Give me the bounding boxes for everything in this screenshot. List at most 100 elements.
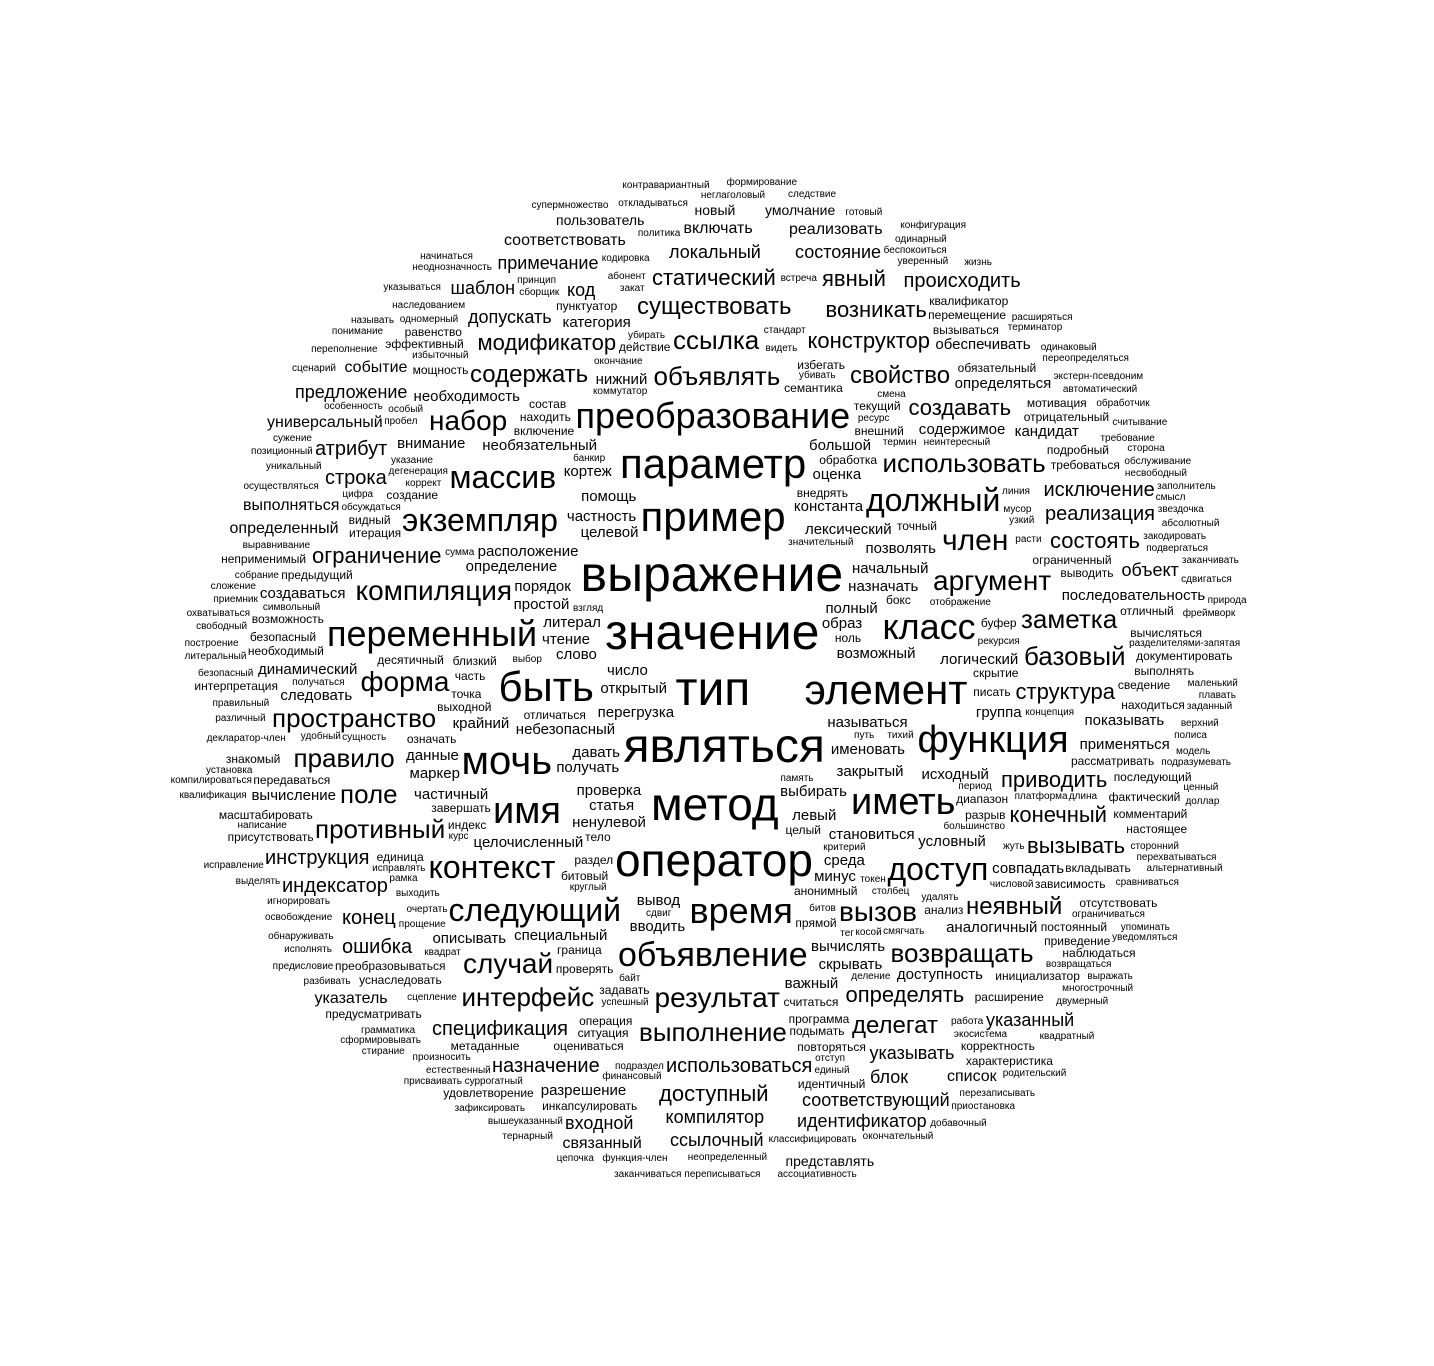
cloud-word: ограничиваться [1071,908,1145,920]
cloud-word: свободный [196,621,248,633]
cloud-word: допускать [468,307,552,327]
cloud-word: метаданные [450,1039,520,1054]
cloud-word: частность [566,508,637,526]
cloud-word: ситуация [577,1026,629,1041]
cloud-word: выбор [512,653,542,665]
cloud-word: неприменимый [221,551,307,566]
cloud-word: доступный [659,1081,769,1106]
cloud-word: ресурс [857,413,890,425]
cloud-word: ошибка [342,936,413,958]
cloud-word: концепция [1025,707,1075,719]
cloud-word: битов [809,903,836,915]
cloud-word: оператор [615,834,813,886]
cloud-word: тернарный [502,1131,553,1143]
cloud-word: элемент [804,666,968,713]
cloud-word: компилироваться [170,774,252,786]
cloud-word: ненулевой [572,814,646,832]
cloud-word: ограниченный [1032,552,1112,567]
cloud-word: состоять [1050,528,1140,553]
cloud-word: соответствовать [504,232,626,249]
cloud-word: следовать [280,687,353,705]
cloud-word: модель [1176,745,1211,757]
cloud-word: проверка [576,781,642,799]
cloud-word: подвергаться [1146,543,1209,555]
cloud-word: рекурсия [977,635,1020,647]
cloud-word: разрешение [540,1082,627,1100]
cloud-word: тип [675,663,751,716]
cloud-word: суррогатный [464,1076,523,1088]
cloud-word: сборщик [519,287,560,299]
cloud-word: неопределенный [687,1151,768,1163]
cloud-word: сведение [1117,677,1171,692]
cloud-word: предусматривать [325,1007,422,1022]
cloud-word: точка [451,686,482,701]
cloud-word: разбивать [303,975,351,987]
cloud-word: критерий [823,841,866,853]
cloud-word: ценный [1183,782,1219,794]
cloud-word: пробел [384,416,418,427]
cloud-word: анонимный [793,883,858,898]
cloud-word: политика [637,227,681,239]
cloud-word: категория [562,314,631,332]
cloud-word: показывать [1084,712,1165,730]
cloud-word: удобный [300,731,341,743]
cloud-word: важный [784,975,839,993]
cloud-word: встреча [780,272,817,284]
cloud-word: доступ [887,851,989,887]
cloud-word: двумерный [1056,996,1109,1008]
cloud-word: указываться [383,282,441,294]
cloud-word: круглый [569,881,607,893]
cloud-word: откладываться [618,197,688,209]
cloud-word: сумма [445,546,475,558]
cloud-word: конфигурация [900,220,967,232]
cloud-word: требование [1100,432,1155,444]
cloud-word: оцениваться [553,1039,624,1054]
cloud-word: деление [851,970,891,982]
cloud-word: значение [605,604,820,660]
cloud-word: большинство [943,821,1006,833]
cloud-word: универсальный [267,414,383,431]
cloud-word: возвращать [890,938,1034,968]
cloud-word: ссылочный [670,1130,764,1150]
cloud-word: квадрат [424,946,461,958]
cloud-word: выполняться [243,497,340,514]
cloud-word: установка [206,764,253,776]
cloud-word: отображение [929,596,991,608]
cloud-word: спецификация [432,1018,568,1040]
cloud-word: возможный [836,645,916,663]
cloud-word: целевой [580,524,639,542]
cloud-word: поле [340,779,398,809]
cloud-word: косой [855,927,882,939]
cloud-word: период [958,781,992,793]
cloud-word: рассматривать [1070,753,1155,768]
cloud-word: необходимость [413,387,520,405]
cloud-word: тело [585,829,611,844]
cloud-word: совпадать [992,859,1065,877]
cloud-word: дегенерация [388,466,448,478]
cloud-word: порядок [514,577,571,595]
cloud-word: успешный [601,997,649,1009]
cloud-word: компилятор [665,1107,765,1127]
cloud-word: индекс [447,818,487,833]
cloud-word: умолчание [765,202,836,218]
cloud-word: присутствовать [227,830,314,845]
cloud-word: битовый [560,868,609,883]
cloud-word: расширяться [1011,311,1073,323]
cloud-word: построение [184,637,239,649]
cloud-word: открытый [600,679,667,697]
cloud-word: прямой [795,915,837,930]
cloud-word: большой [809,437,871,455]
cloud-word: комментарий [1113,807,1188,822]
cloud-word: масштабировать [218,807,313,822]
cloud-word: значительный [788,536,854,548]
cloud-word: левый [792,806,837,824]
cloud-word: создание [386,488,438,503]
cloud-word: считаться [783,994,839,1009]
cloud-word: заканчиваться [614,1168,682,1180]
cloud-word: сценарий [292,363,336,375]
cloud-word: зафиксировать [454,1102,526,1114]
cloud-word: отличный [1120,604,1174,619]
cloud-word: мощность [412,362,469,377]
cloud-word: блок [870,1067,909,1087]
cloud-word: безопасный [198,667,254,679]
